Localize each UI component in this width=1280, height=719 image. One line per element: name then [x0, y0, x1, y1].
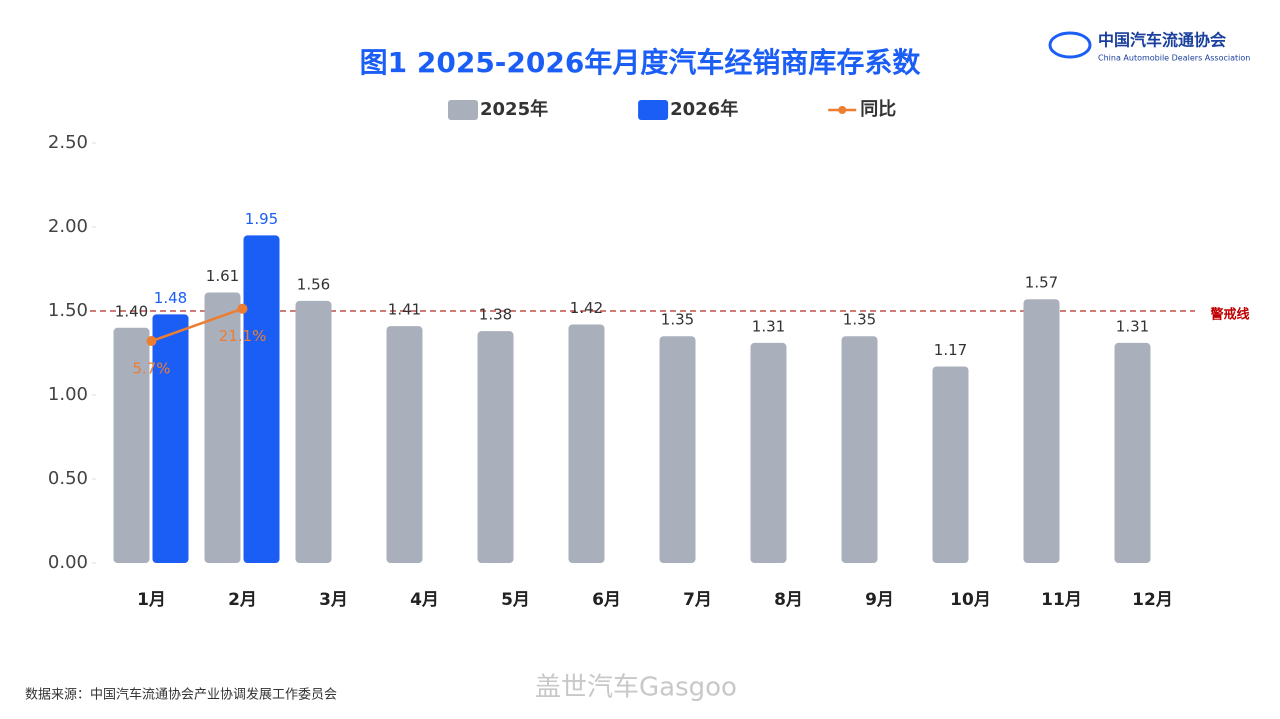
bar [243, 235, 280, 563]
x-tick-label: 11月 [1041, 590, 1082, 610]
x-tick-label: 10月 [950, 590, 991, 610]
y-tick-label: 2.00 [48, 216, 88, 237]
source: 数据来源：中国汽车流通协会产业协调发展工作委员会 [25, 687, 337, 703]
x-tick-label: 3月 [319, 590, 348, 610]
value-label: 1.95 [245, 210, 278, 228]
value-label: 1.57 [1025, 274, 1058, 292]
value-label: 21.1% [219, 327, 267, 345]
value-label: 1.35 [843, 311, 876, 329]
logo-name: 中国汽车流通协会 [1098, 31, 1226, 50]
x-tick-label: 9月 [865, 590, 894, 610]
x-tick-label: 4月 [410, 590, 439, 610]
bar [113, 327, 150, 563]
legend-label: 2026年 [670, 98, 738, 120]
logo: 中国汽车流通协会 China Automobile Dealers Associ… [1048, 31, 1250, 63]
value-label: 1.38 [479, 306, 512, 324]
bar [386, 326, 423, 563]
yoy-line [151, 307, 243, 343]
value-label: 1.31 [752, 317, 785, 335]
legend-label: 2025年 [480, 98, 548, 120]
logo-name-en: China Automobile Dealers Association [1098, 54, 1250, 63]
value-label: 5.7% [132, 360, 170, 378]
value-label: 1.61 [206, 267, 239, 285]
value-label: 1.40 [115, 302, 148, 320]
x-tick-label: 8月 [774, 590, 803, 610]
value-label: 1.42 [570, 299, 603, 317]
x-tick-label: 6月 [592, 590, 621, 610]
chart-title: 图1 2025-2026年月度汽车经销商库存系数 [360, 46, 922, 79]
value-label: 1.35 [661, 311, 694, 329]
value-label: 1.48 [154, 289, 187, 307]
bar [477, 331, 514, 563]
bar [932, 366, 969, 563]
bar [750, 342, 787, 563]
value-label: 1.17 [934, 341, 967, 359]
value-label: 1.56 [297, 275, 330, 293]
x-tick-label: 2月 [228, 590, 257, 610]
bar [152, 314, 189, 563]
bar [841, 336, 878, 563]
legend-label: 同比 [860, 99, 896, 120]
bar [204, 292, 241, 563]
legend-dot [838, 106, 847, 114]
yoy-dot [146, 336, 157, 347]
legend-swatch [638, 100, 669, 120]
x-tick-label: 1月 [137, 590, 166, 610]
x-tick-label: 12月 [1132, 590, 1173, 610]
yoy-dot [237, 303, 248, 314]
y-tick-label: 0.50 [48, 468, 88, 489]
value-label: 1.31 [1116, 317, 1149, 335]
y-tick-label: 1.00 [48, 384, 88, 405]
y-tick-label: 2.50 [48, 132, 88, 153]
legend-swatch [448, 100, 478, 120]
bar [568, 324, 605, 563]
x-tick-label: 7月 [683, 590, 712, 610]
logo-icon [1048, 31, 1092, 59]
y-tick-label: 0.00 [48, 552, 88, 573]
bar [1114, 342, 1151, 563]
bar [1023, 299, 1060, 563]
watermark: 盖世汽车Gasgoo [535, 673, 737, 703]
y-tick-label: 1.50 [48, 300, 88, 321]
value-label: 1.41 [388, 301, 421, 319]
bar [295, 300, 332, 563]
threshold-label: 警戒线 [1210, 307, 1249, 323]
bar [659, 336, 696, 563]
x-tick-label: 5月 [501, 590, 530, 610]
